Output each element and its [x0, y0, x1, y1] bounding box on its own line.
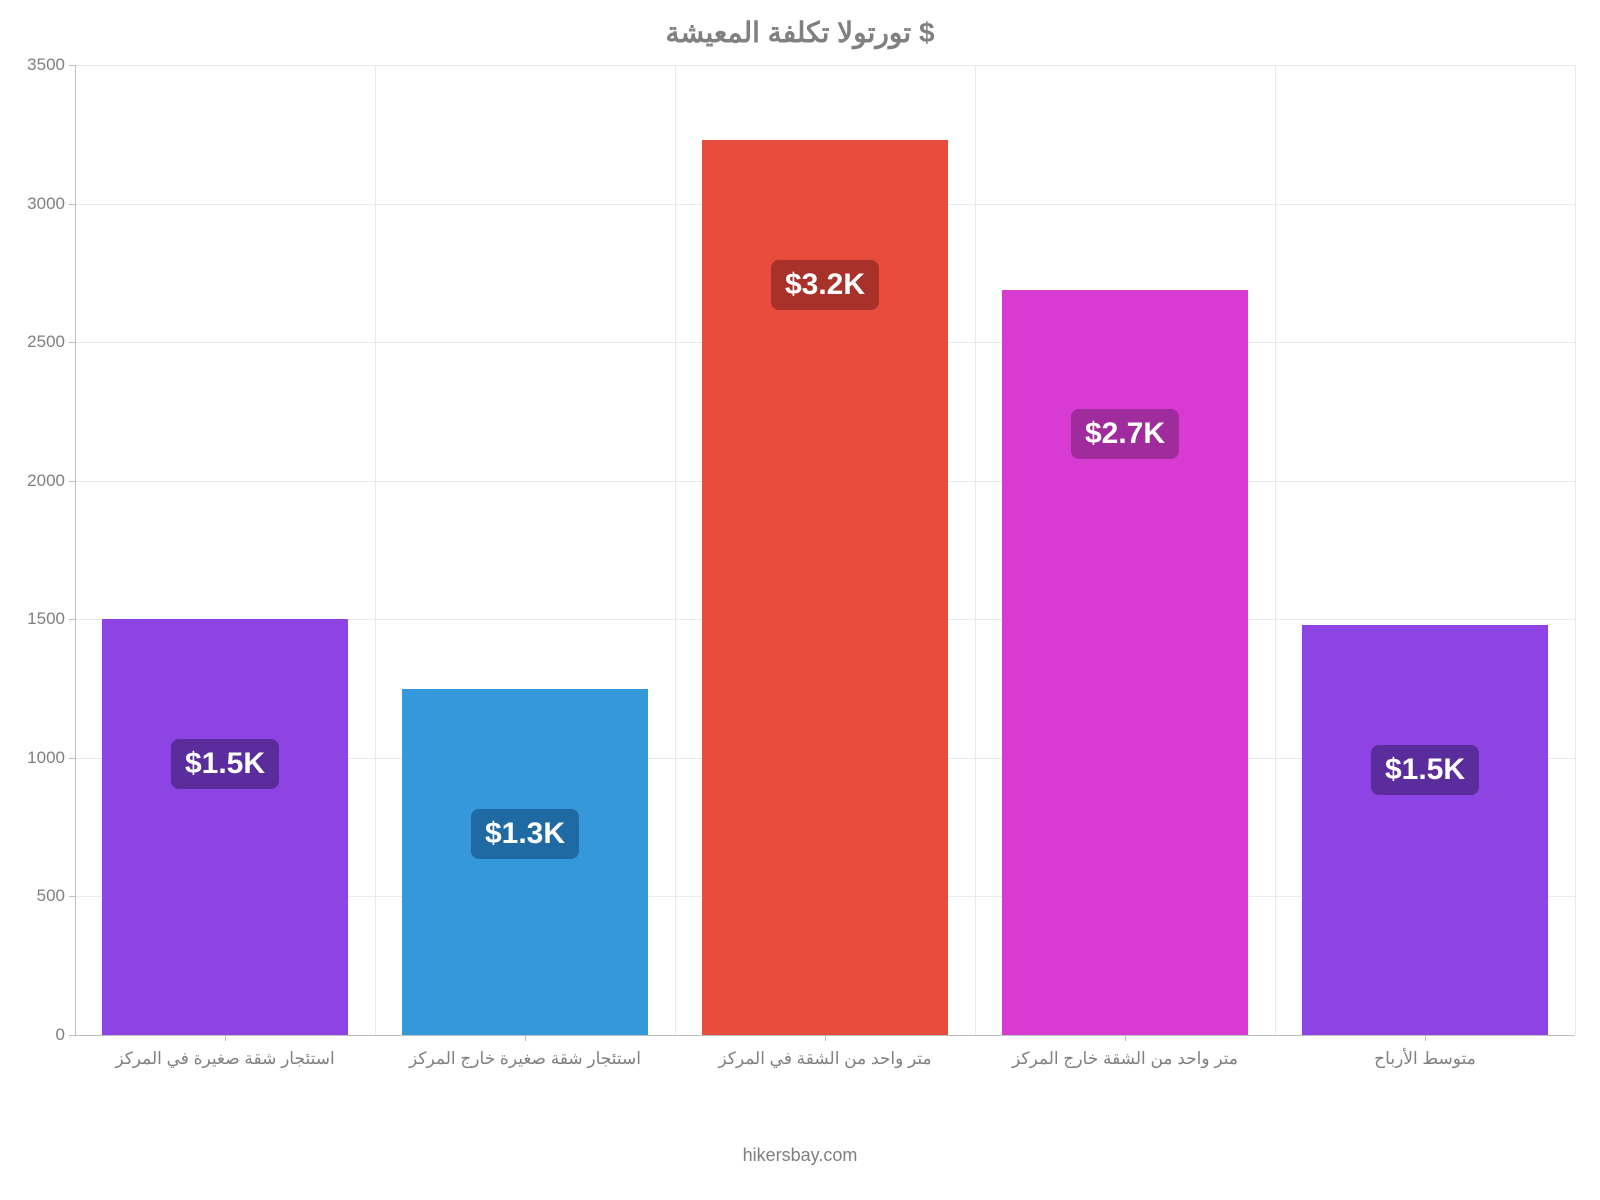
xtick-label: استئجار شقة صغيرة في المركز — [115, 1049, 334, 1069]
bar-value-label: $1.3K — [471, 809, 579, 859]
bar — [1002, 290, 1248, 1036]
plot-area: 0500100015002000250030003500$1.5Kاستئجار… — [75, 65, 1575, 1035]
gridline-x — [975, 65, 976, 1035]
gridline-x — [1275, 65, 1276, 1035]
ytick-label: 2000 — [27, 471, 65, 491]
xtick-label: متر واحد من الشقة في المركز — [718, 1049, 931, 1069]
bar-value-label: $3.2K — [771, 260, 879, 310]
ytick-label: 3000 — [27, 194, 65, 214]
xtick-mark — [1125, 1035, 1126, 1041]
chart-title: تورتولا تكلفة المعيشة $ — [0, 16, 1600, 49]
ytick-label: 3500 — [27, 55, 65, 75]
gridline-x — [1575, 65, 1576, 1035]
bar-value-label: $1.5K — [1371, 745, 1479, 795]
xtick-mark — [525, 1035, 526, 1041]
gridline-x — [375, 65, 376, 1035]
xtick-mark — [225, 1035, 226, 1041]
gridline-x — [75, 65, 76, 1035]
bar — [402, 689, 648, 1035]
ytick-label: 500 — [37, 886, 65, 906]
xtick-mark — [825, 1035, 826, 1041]
ytick-label: 0 — [56, 1025, 65, 1045]
bar-value-label: $2.7K — [1071, 409, 1179, 459]
xtick-label: متوسط الأرباح — [1374, 1049, 1476, 1069]
gridline-x — [675, 65, 676, 1035]
xtick-mark — [1425, 1035, 1426, 1041]
ytick-label: 1500 — [27, 609, 65, 629]
bar — [102, 619, 348, 1035]
bar — [1302, 625, 1548, 1035]
chart-container: تورتولا تكلفة المعيشة $ 0500100015002000… — [0, 0, 1600, 1200]
ytick-label: 2500 — [27, 332, 65, 352]
gridline-y — [75, 65, 1575, 66]
plot-inner: 0500100015002000250030003500$1.5Kاستئجار… — [75, 65, 1575, 1035]
bar-value-label: $1.5K — [171, 739, 279, 789]
xtick-label: استئجار شقة صغيرة خارج المركز — [409, 1049, 641, 1069]
xtick-label: متر واحد من الشقة خارج المركز — [1012, 1049, 1238, 1069]
ytick-label: 1000 — [27, 748, 65, 768]
chart-footer: hikersbay.com — [0, 1145, 1600, 1166]
